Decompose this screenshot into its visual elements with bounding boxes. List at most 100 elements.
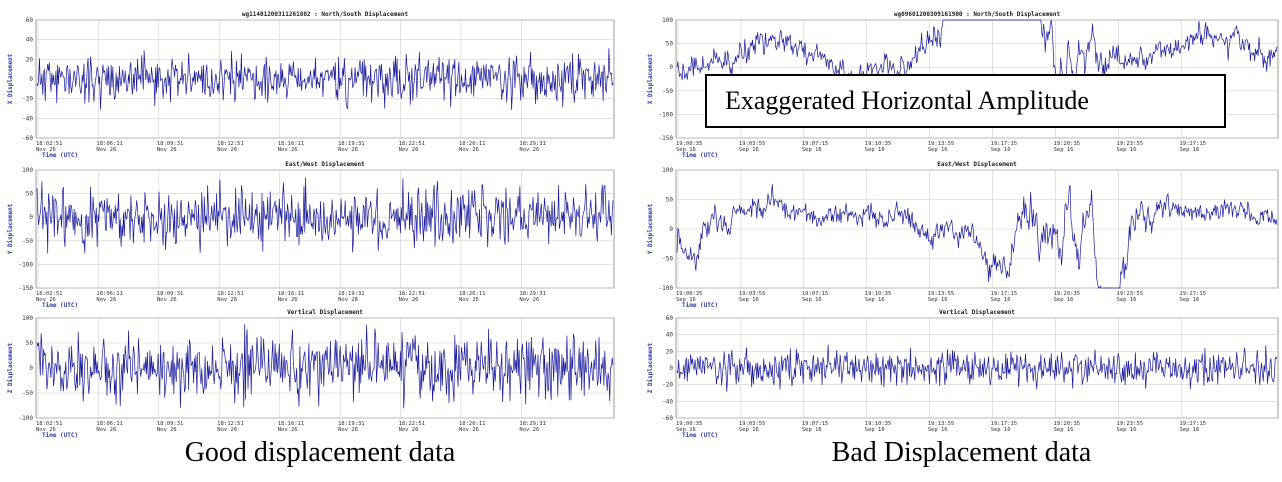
x-tick-label: 18:02:51 [36, 141, 63, 147]
y-tick-label: 60 [26, 17, 34, 24]
y-tick-label: 0 [29, 214, 33, 221]
x-tick-date: Sep 16 [676, 147, 696, 153]
x-tick-date: Nov 26 [338, 427, 358, 433]
x-tick-label: 19:03:55 [739, 291, 766, 297]
x-tick-label: 18:06:11 [96, 141, 123, 147]
x-tick-date: Nov 26 [96, 147, 116, 153]
y-tick-label: -60 [662, 415, 673, 422]
x-tick-label: 19:23:55 [1117, 141, 1144, 147]
exaggerated-amplitude-callout: Exaggerated Horizontal Amplitude [705, 74, 1226, 128]
y-tick-label: 0 [29, 365, 33, 372]
x-tick-label: 18:06:11 [96, 291, 123, 297]
y-tick-label: -150 [19, 285, 34, 292]
x-tick-date: Nov 26 [519, 147, 539, 153]
y-tick-label: -100 [659, 111, 674, 118]
x-tick-date: Sep 16 [928, 297, 948, 303]
x-tick-label: 18:22:51 [399, 421, 426, 427]
x-tick-label: 18:22:51 [399, 291, 426, 297]
y-tick-label: -50 [662, 88, 673, 95]
x-tick-date: Nov 26 [399, 427, 419, 433]
x-tick-label: 18:02:51 [36, 291, 63, 297]
x-tick-label: 19:17:15 [991, 291, 1018, 297]
y-tick-label: 0 [29, 76, 33, 83]
x-tick-label: 18:09:31 [157, 291, 184, 297]
x-tick-date: Nov 26 [399, 297, 419, 303]
x-axis-label: Time (UTC) [682, 152, 718, 159]
x-tick-label: 19:07:15 [802, 421, 829, 427]
x-axis-label: Time (UTC) [42, 302, 78, 309]
x-tick-label: 19:07:15 [802, 141, 829, 147]
x-tick-date: Nov 26 [217, 147, 237, 153]
x-tick-label: 19:23:55 [1117, 291, 1144, 297]
chart-title: wg09601200309161900 : North/South Displa… [894, 11, 1061, 18]
x-tick-date: Nov 26 [36, 147, 56, 153]
x-tick-label: 19:10:35 [865, 291, 892, 297]
x-tick-date: Nov 26 [459, 297, 479, 303]
x-tick-date: Nov 26 [519, 427, 539, 433]
x-tick-label: 18:19:31 [338, 291, 365, 297]
y-tick-label: -150 [659, 135, 674, 142]
x-tick-label: 19:10:35 [865, 141, 892, 147]
x-tick-label: 19:17:15 [991, 141, 1018, 147]
x-tick-date: Sep 16 [1117, 427, 1137, 433]
x-tick-label: 18:09:31 [157, 141, 184, 147]
x-tick-label: 18:02:51 [36, 421, 63, 427]
x-tick-label: 18:09:31 [157, 421, 184, 427]
x-tick-date: Sep 16 [676, 297, 696, 303]
y-tick-label: -100 [19, 415, 34, 422]
x-tick-label: 19:27:15 [1179, 141, 1206, 147]
x-tick-label: 18:19:31 [338, 141, 365, 147]
y-tick-label: -50 [22, 238, 33, 245]
y-tick-label: -20 [662, 382, 673, 389]
y-axis-label: X Displacement [7, 53, 14, 104]
x-tick-date: Nov 26 [96, 427, 116, 433]
series-line-1 [676, 344, 1278, 392]
y-tick-label: 100 [662, 167, 673, 174]
x-tick-label: 19:17:15 [991, 421, 1018, 427]
y-tick-label: -50 [662, 256, 673, 263]
x-tick-label: 18:16:11 [278, 291, 305, 297]
x-tick-date: Sep 16 [802, 427, 822, 433]
x-tick-date: Nov 26 [96, 297, 116, 303]
x-tick-date: Sep 16 [1179, 147, 1199, 153]
x-tick-date: Sep 16 [739, 297, 759, 303]
series-line-1 [676, 184, 1278, 289]
x-tick-date: Nov 26 [157, 297, 177, 303]
y-tick-label: -50 [22, 390, 33, 397]
x-tick-label: 18:19:31 [338, 421, 365, 427]
y-axis-label: Y Displacement [7, 203, 14, 254]
x-tick-date: Nov 26 [338, 147, 358, 153]
x-tick-date: Nov 26 [399, 147, 419, 153]
x-tick-date: Sep 16 [928, 147, 948, 153]
x-tick-label: 19:20:35 [1054, 141, 1081, 147]
x-tick-label: 19:20:35 [1054, 291, 1081, 297]
y-tick-label: -100 [659, 285, 674, 292]
x-tick-date: Sep 16 [865, 427, 885, 433]
x-tick-label: 18:12:51 [217, 291, 244, 297]
x-tick-label: 18:26:11 [459, 141, 486, 147]
x-tick-date: Nov 26 [157, 427, 177, 433]
chart-title: wg11401200311261802 : North/South Displa… [242, 11, 409, 18]
x-tick-date: Nov 26 [157, 147, 177, 153]
x-tick-date: Sep 16 [1117, 147, 1137, 153]
series-line-1 [36, 324, 614, 409]
x-tick-date: Nov 26 [36, 427, 56, 433]
y-tick-label: -40 [662, 398, 673, 405]
chart-panel-5: East/West Displacement -100 -50 0 50 100 Y Dis… [647, 161, 1279, 309]
x-tick-label: 18:12:51 [217, 421, 244, 427]
chart-panel-6: Vertical Displacement -60 -40 -20 0 20 40 60 Z D… [647, 309, 1279, 439]
x-tick-date: Sep 16 [802, 147, 822, 153]
x-tick-label: 18:22:51 [399, 141, 426, 147]
x-tick-date: Sep 16 [676, 427, 696, 433]
x-tick-date: Sep 16 [1054, 147, 1074, 153]
x-tick-date: Sep 16 [991, 147, 1011, 153]
x-tick-label: 18:12:51 [217, 141, 244, 147]
x-tick-label: 18:16:11 [278, 141, 305, 147]
x-tick-date: Sep 16 [1054, 297, 1074, 303]
x-axis-label: Time (UTC) [682, 302, 718, 309]
x-axis-label: Time (UTC) [682, 432, 718, 439]
y-tick-label: 50 [666, 197, 674, 204]
x-tick-date: Sep 16 [928, 427, 948, 433]
y-tick-label: 20 [26, 56, 34, 63]
y-tick-label: -40 [22, 115, 33, 122]
